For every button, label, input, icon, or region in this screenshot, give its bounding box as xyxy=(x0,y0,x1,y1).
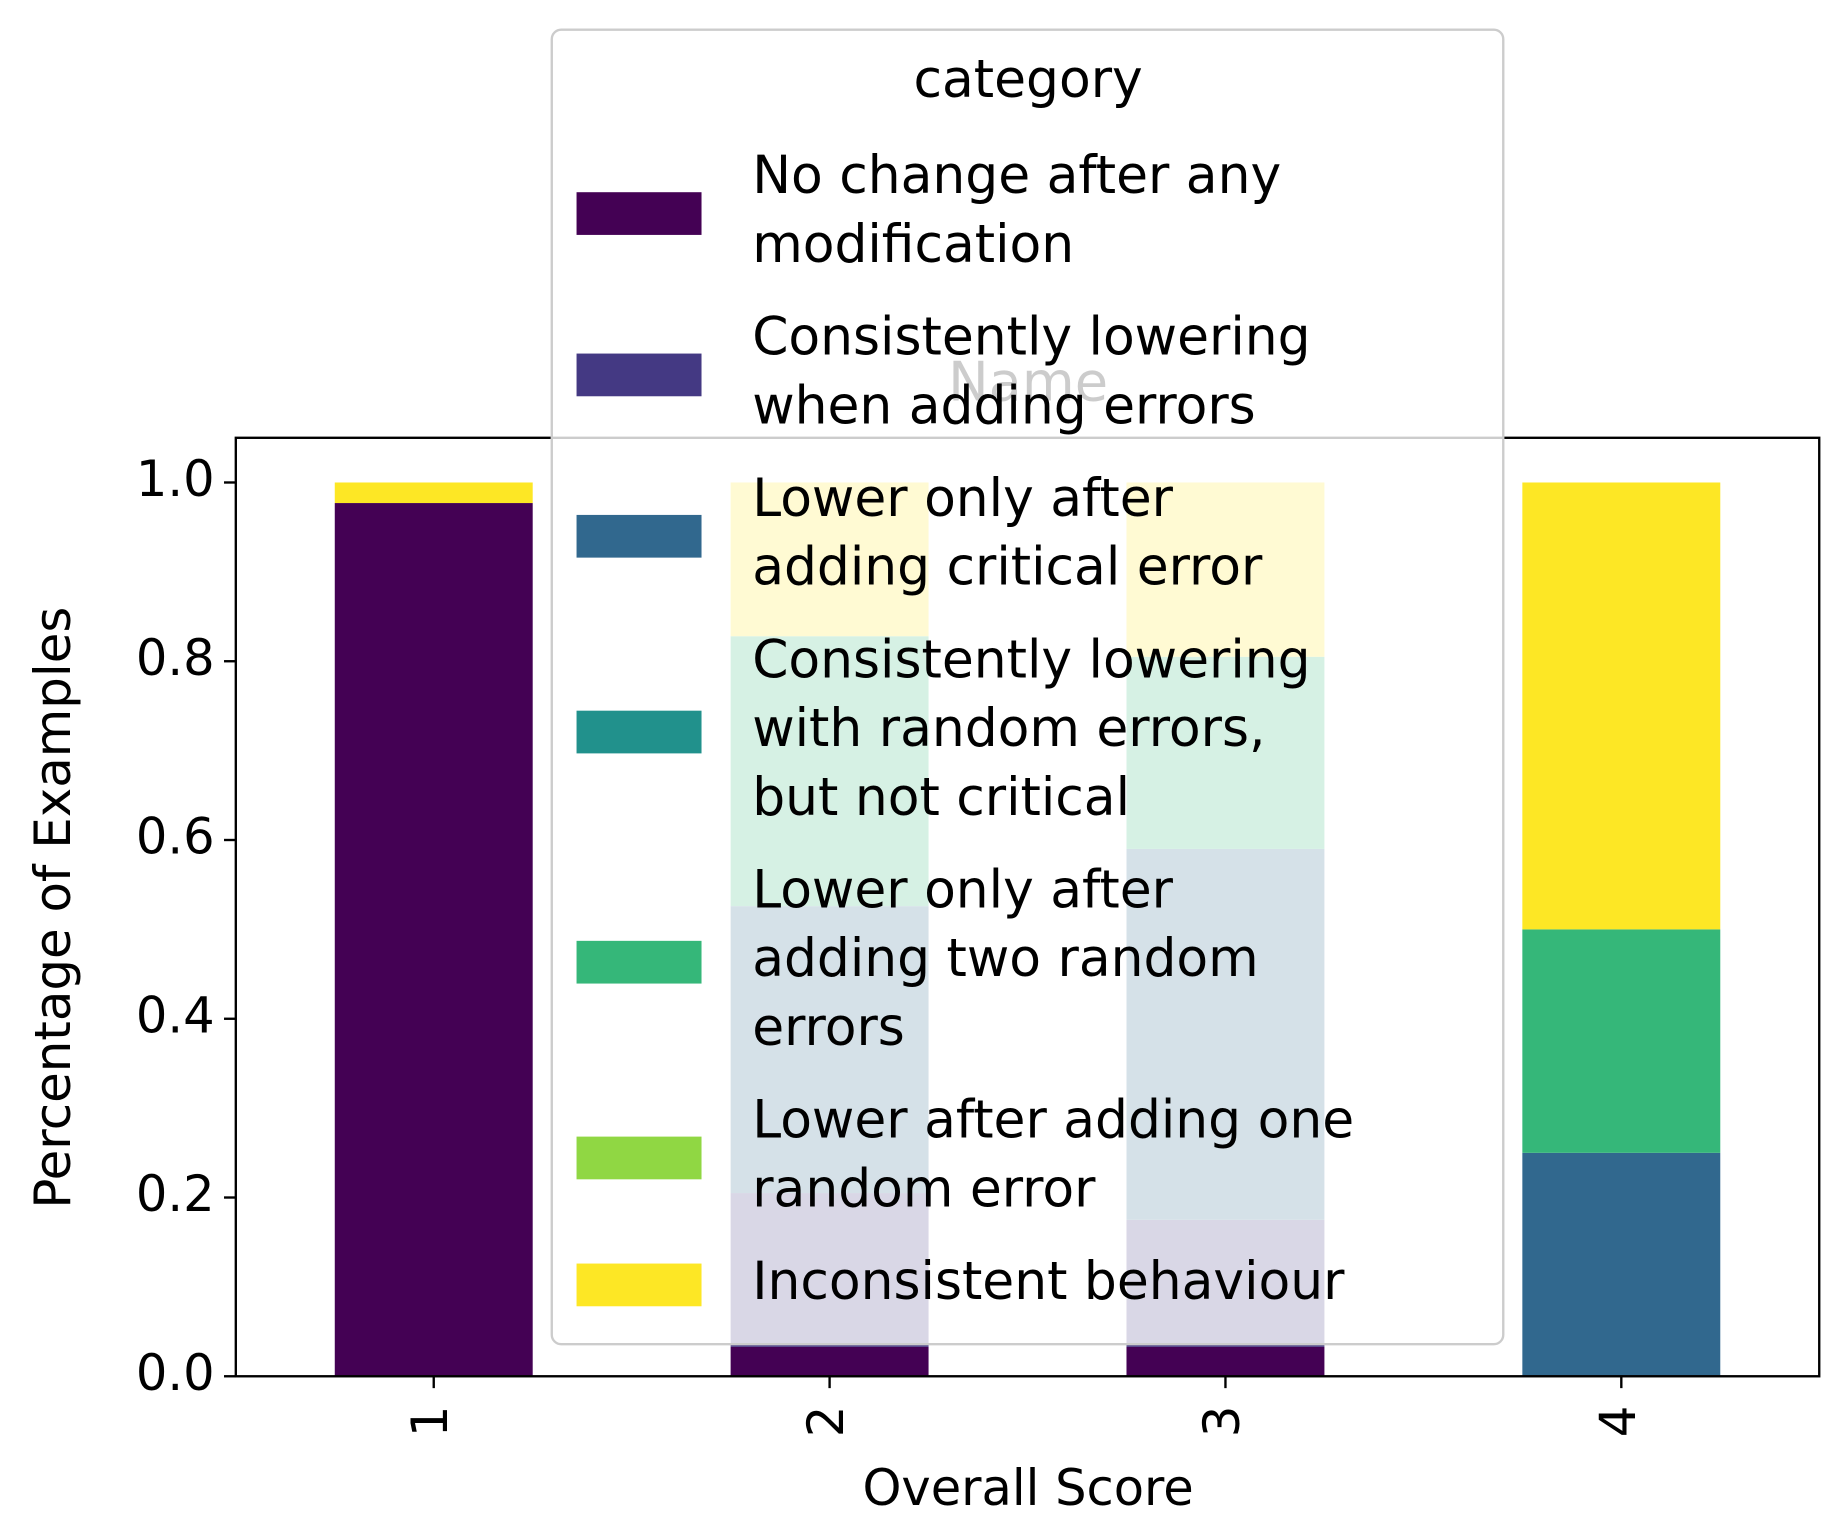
bar-segment xyxy=(1522,1152,1721,1377)
legend: category No change after any modification… xyxy=(550,28,1505,1346)
legend-title: category xyxy=(913,50,1142,110)
legend-label: No change after any modification xyxy=(752,146,1281,275)
legend-label: Lower only after adding two random errors xyxy=(752,860,1258,1058)
legend-box xyxy=(550,28,1505,1346)
legend-label: Lower only after adding critical error xyxy=(752,469,1263,598)
y-tick-label: 0.4 xyxy=(136,986,215,1044)
legend-swatch xyxy=(576,1136,702,1180)
legend-label: Consistently lowering with random errors,… xyxy=(752,630,1310,828)
y-axis-label: Percentage of Examples xyxy=(24,607,82,1209)
legend-label: Consistently lowering when adding errors xyxy=(752,307,1310,436)
legend-swatch xyxy=(576,192,702,235)
legend-swatch xyxy=(576,353,702,397)
bar-segment xyxy=(334,482,533,504)
x-tick-label: 4 xyxy=(1589,1406,1647,1438)
legend-swatch xyxy=(576,514,702,558)
bar-segment xyxy=(730,1346,929,1377)
legend-swatch xyxy=(576,710,702,754)
x-tick-label: 1 xyxy=(401,1406,459,1438)
y-tick-label: 0.6 xyxy=(136,807,215,865)
x-tick-label: 3 xyxy=(1193,1406,1251,1438)
bar-segment xyxy=(1522,929,1721,1153)
x-axis-label: Overall Score xyxy=(862,1459,1193,1517)
bar-segment xyxy=(1522,482,1721,930)
legend-swatch xyxy=(576,940,702,984)
legend-label: Lower after adding one random error xyxy=(752,1090,1354,1219)
y-tick-label: 0.2 xyxy=(136,1165,215,1223)
y-tick-label: 0.0 xyxy=(136,1344,215,1402)
x-tick-label: 2 xyxy=(797,1406,855,1438)
y-tick-label: 1.0 xyxy=(136,450,215,508)
bar-segment xyxy=(334,503,533,1377)
y-tick-label: 0.8 xyxy=(136,629,215,687)
bar-segment xyxy=(1126,1346,1325,1377)
legend-label: Inconsistent behaviour xyxy=(752,1252,1345,1312)
legend-swatch xyxy=(576,1263,702,1307)
